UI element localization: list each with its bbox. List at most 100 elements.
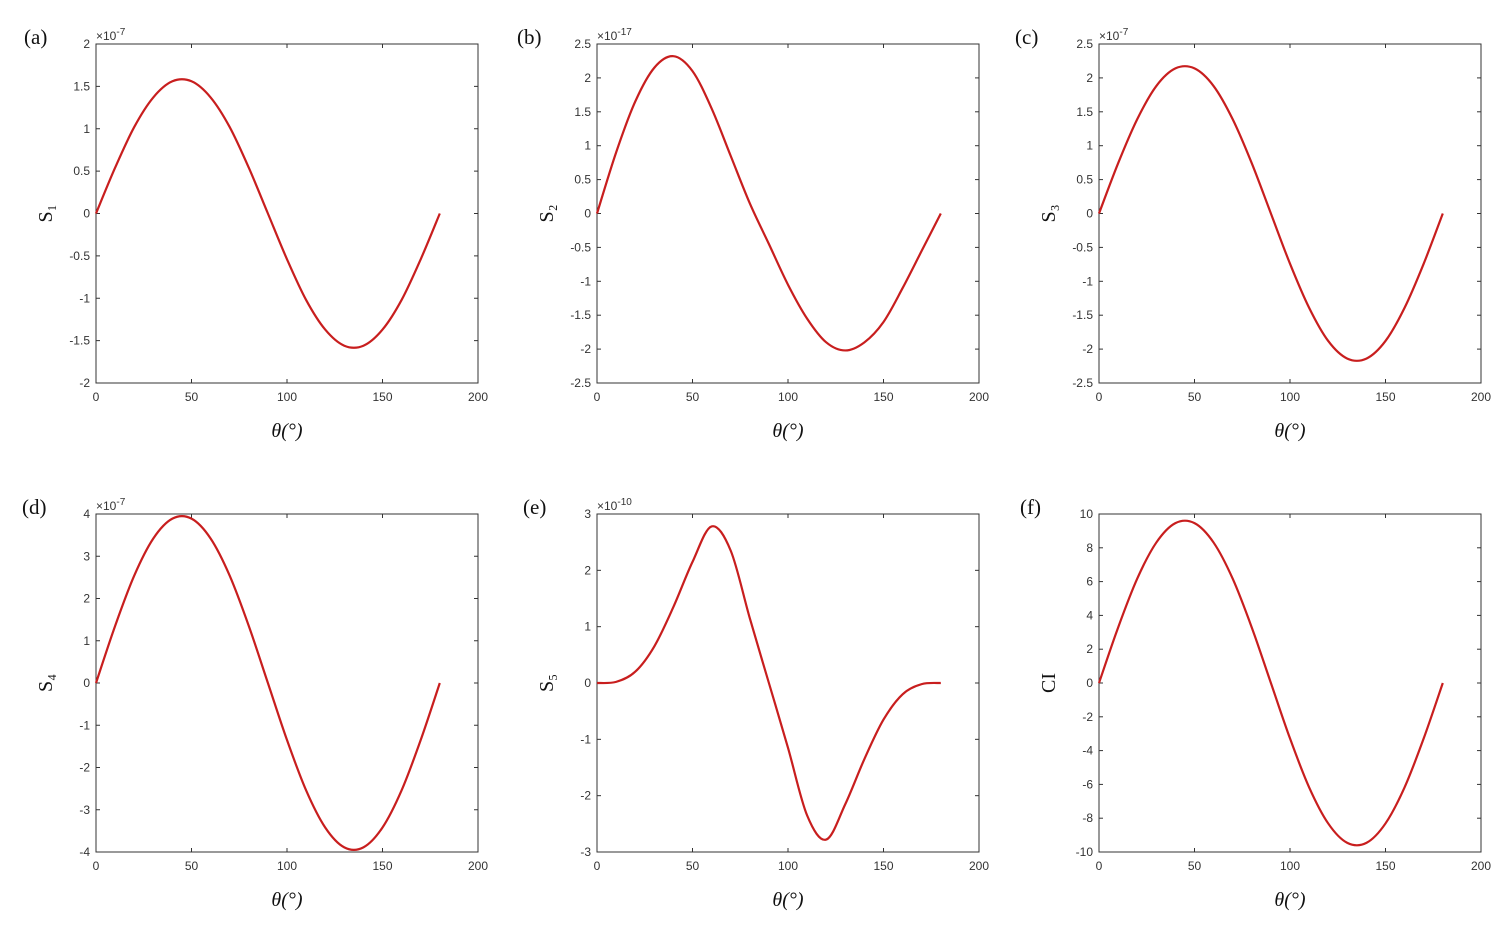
x-tick-label: 100 bbox=[778, 859, 798, 873]
data-line bbox=[1097, 65, 1444, 362]
subplot: 0 50 100 150 200 -10 -8 -6 -4 -2 0 2 4 6 8 10 (f) θ(°) CI bbox=[1020, 495, 1491, 911]
y-axis-label: S₅ bbox=[536, 674, 558, 692]
axes-box bbox=[1098, 43, 1482, 384]
x-tick-label: 200 bbox=[969, 859, 989, 873]
x-tick-label: 50 bbox=[1188, 859, 1202, 873]
x-axis-label: θ(°) bbox=[1274, 889, 1305, 911]
y-tick-label: 2.5 bbox=[574, 37, 591, 51]
y-tick-label: 2.5 bbox=[1076, 37, 1093, 51]
y-tick-label: 0 bbox=[83, 676, 90, 690]
x-axis-label: θ(°) bbox=[772, 420, 803, 442]
y-tick-label: -2 bbox=[580, 342, 591, 356]
y-tick-label: 2 bbox=[83, 37, 90, 51]
data-line bbox=[94, 515, 441, 851]
x-tick-label: 0 bbox=[594, 859, 601, 873]
x-axis-label: θ(°) bbox=[271, 420, 302, 442]
x-tick-label: 0 bbox=[93, 859, 100, 873]
x-tick-label: 200 bbox=[969, 390, 989, 404]
y-tick-label: 2 bbox=[1086, 642, 1093, 656]
multiplier-exponent: -7 bbox=[116, 27, 125, 38]
axes-box bbox=[596, 513, 980, 853]
y-tick-label: -2 bbox=[79, 761, 90, 775]
y-tick-label: 4 bbox=[83, 507, 90, 521]
y-tick-label: 0 bbox=[83, 207, 90, 221]
y-tick-label: 0.5 bbox=[574, 173, 591, 187]
subplot: 0 50 100 150 200 -4 -3 -2 -1 0 1 2 3 4 ×10-7 (d) θ(°) S₄ bbox=[22, 495, 488, 911]
y-tick-label: -4 bbox=[1082, 744, 1093, 758]
x-tick-label: 200 bbox=[1471, 390, 1491, 404]
panel-label: (d) bbox=[22, 495, 47, 519]
axes-box bbox=[1098, 513, 1482, 853]
x-tick-label: 50 bbox=[686, 390, 700, 404]
y-tick-label: -10 bbox=[1076, 845, 1094, 859]
x-tick-label: 150 bbox=[372, 390, 392, 404]
y-tick-label: -1.5 bbox=[570, 308, 591, 322]
y-tick-label: -1 bbox=[580, 274, 591, 288]
x-tick-label: 200 bbox=[468, 859, 488, 873]
data-line bbox=[596, 525, 941, 841]
subplot: 0 50 100 150 200 -2.5 -2 -1.5 -1 -0.5 0 0.5 1 1.5 2 2.5… bbox=[517, 25, 989, 442]
y-tick-label: 2 bbox=[1086, 71, 1093, 85]
y-tick-label: 0 bbox=[584, 676, 591, 690]
y-tick-label: 0 bbox=[1086, 676, 1093, 690]
y-tick-label: -0.5 bbox=[1072, 240, 1093, 254]
y-tick-label: -0.5 bbox=[69, 249, 90, 263]
x-tick-label: 0 bbox=[1096, 390, 1103, 404]
y-axis-label: CI bbox=[1038, 673, 1060, 693]
axis-multiplier: ×10-7 bbox=[96, 27, 126, 43]
x-axis-label: θ(°) bbox=[1274, 420, 1305, 442]
x-tick-label: 100 bbox=[277, 859, 297, 873]
y-tick-label: 1.5 bbox=[574, 105, 591, 119]
y-tick-label: -1 bbox=[580, 732, 591, 746]
x-tick-label: 100 bbox=[778, 390, 798, 404]
panel-label: (c) bbox=[1015, 25, 1038, 49]
axes-box bbox=[95, 43, 479, 384]
y-tick-label: -2 bbox=[1082, 710, 1093, 724]
y-tick-label: -1 bbox=[79, 718, 90, 732]
multiplier-base: ×10 bbox=[96, 29, 117, 43]
y-tick-label: 1 bbox=[83, 634, 90, 648]
y-axis-label: S₃ bbox=[1038, 204, 1060, 222]
y-tick-label: 1.5 bbox=[73, 79, 90, 93]
y-tick-label: 0 bbox=[584, 207, 591, 221]
multiplier-base: ×10 bbox=[597, 499, 618, 513]
multiplier-base: ×10 bbox=[597, 29, 618, 43]
x-tick-label: 150 bbox=[873, 390, 893, 404]
y-tick-label: 2 bbox=[584, 71, 591, 85]
y-tick-label: 3 bbox=[584, 507, 591, 521]
x-tick-label: 50 bbox=[185, 859, 199, 873]
y-tick-label: -2.5 bbox=[570, 376, 591, 390]
y-tick-label: -4 bbox=[79, 845, 90, 859]
y-tick-label: 10 bbox=[1080, 507, 1094, 521]
x-axis-label: θ(°) bbox=[271, 889, 302, 911]
data-line bbox=[94, 78, 441, 349]
panel-label: (e) bbox=[523, 495, 546, 519]
data-line bbox=[1097, 519, 1444, 847]
y-tick-label: 1.5 bbox=[1076, 105, 1093, 119]
x-tick-label: 0 bbox=[1096, 859, 1103, 873]
axis-multiplier: ×10-7 bbox=[96, 497, 126, 513]
axis-multiplier: ×10-10 bbox=[597, 497, 632, 513]
y-tick-label: -2.5 bbox=[1072, 376, 1093, 390]
x-tick-label: 100 bbox=[1280, 859, 1300, 873]
y-tick-label: 1 bbox=[584, 139, 591, 153]
x-tick-label: 0 bbox=[93, 390, 100, 404]
y-tick-label: -8 bbox=[1082, 811, 1093, 825]
y-tick-label: -1 bbox=[1082, 274, 1093, 288]
y-tick-label: -3 bbox=[79, 803, 90, 817]
panel-label: (b) bbox=[517, 25, 542, 49]
y-tick-label: 3 bbox=[83, 549, 90, 563]
y-tick-label: 0 bbox=[1086, 207, 1093, 221]
y-tick-label: -2 bbox=[79, 376, 90, 390]
subplot: 0 50 100 150 200 -2.5 -2 -1.5 -1 -0.5 0 0.5 1 1.5 2 2.5… bbox=[1015, 25, 1491, 442]
y-tick-label: -1.5 bbox=[69, 334, 90, 348]
multiplier-exponent: -7 bbox=[116, 497, 125, 508]
axis-multiplier: ×10-17 bbox=[597, 27, 632, 43]
y-axis-label: S₁ bbox=[35, 204, 57, 222]
x-axis-label: θ(°) bbox=[772, 889, 803, 911]
y-tick-label: 1 bbox=[1086, 139, 1093, 153]
x-tick-label: 200 bbox=[468, 390, 488, 404]
multiplier-exponent: -17 bbox=[617, 27, 632, 38]
